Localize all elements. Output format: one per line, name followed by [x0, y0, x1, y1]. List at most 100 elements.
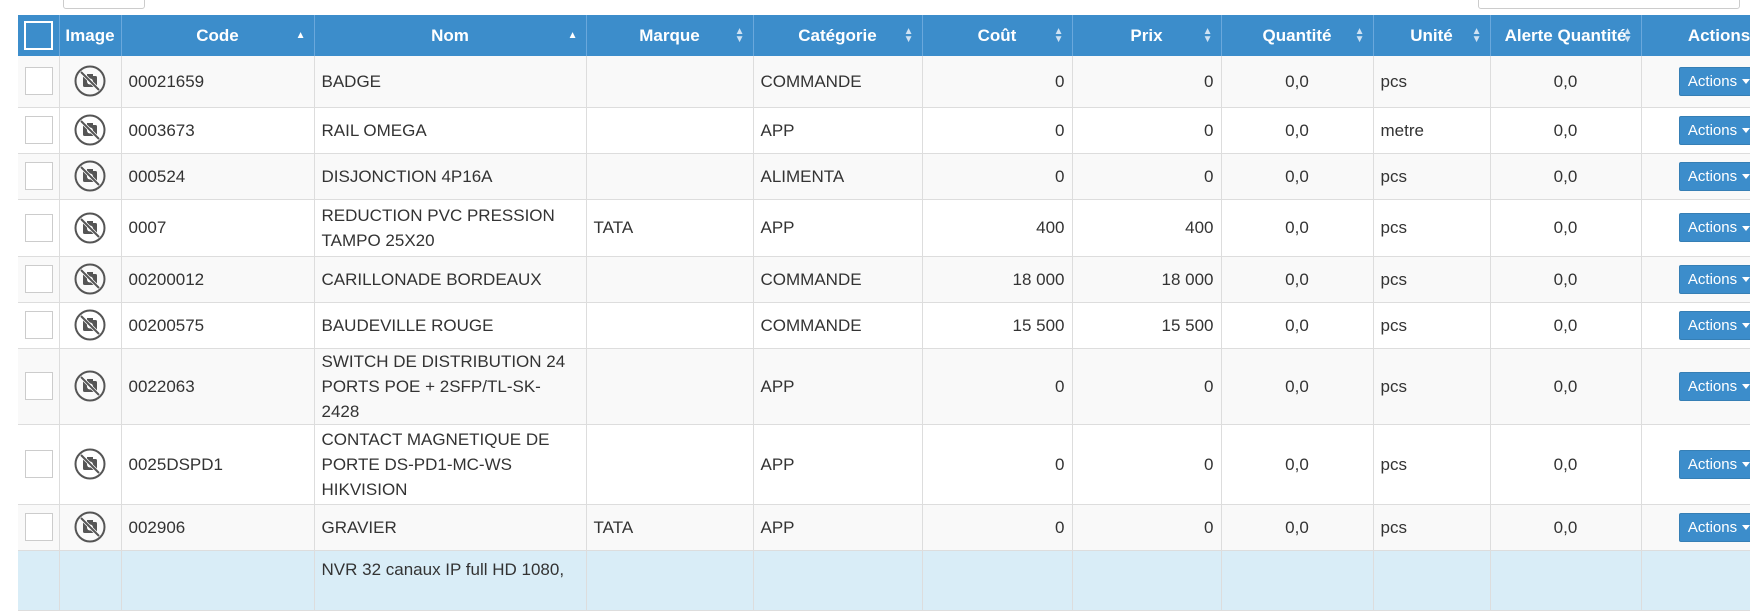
select-all-checkbox[interactable]: [23, 21, 53, 50]
no-camera-icon: [74, 65, 106, 97]
row-select-cell: [18, 424, 60, 505]
marque-cell: [586, 348, 754, 425]
code-cell: 000524: [121, 153, 315, 200]
table-header-row: Image Code ▲ Nom ▲ Marque ▲ ▼ Catégorie ▲ ▼ Co…: [18, 15, 1750, 56]
column-header[interactable]: Unité ▲ ▼: [1373, 15, 1491, 56]
actions-dropdown-button[interactable]: Actions: [1678, 310, 1750, 340]
actions-dropdown-button[interactable]: Actions: [1678, 161, 1750, 191]
column-header: Image: [59, 15, 122, 56]
row-checkbox[interactable]: [25, 311, 53, 339]
actions-dropdown-button[interactable]: Actions: [1678, 115, 1750, 145]
row-checkbox[interactable]: [25, 265, 53, 293]
row-checkbox[interactable]: [25, 162, 53, 190]
table-row[interactable]: 00200012 CARILLONADE BORDEAUX COMMANDE 18 0…: [18, 256, 1750, 303]
actions-button-label: Actions: [1687, 316, 1738, 334]
nom-cell: NVR 32 canaux IP full HD 1080,: [314, 550, 587, 611]
caret-down-icon: [1742, 79, 1750, 85]
actions-dropdown-button[interactable]: Actions: [1678, 512, 1750, 542]
categorie-cell: APP: [753, 199, 923, 257]
marque-cell: [586, 153, 754, 200]
nom-cell: DISJONCTION 4P16A: [314, 153, 587, 200]
table-row[interactable]: 002906 GRAVIER TATA APP 0 0 0,0 pcs 0,0 Actions: [18, 504, 1750, 551]
image-cell: [59, 107, 122, 154]
prix-cell: 0: [1072, 504, 1222, 551]
table-row[interactable]: 0025DSPD1 CONTACT MAGNETIQUE DE PORTE DS-…: [18, 424, 1750, 505]
actions-cell: Actions: [1641, 424, 1750, 505]
column-header[interactable]: Quantité ▲ ▼: [1221, 15, 1374, 56]
row-checkbox[interactable]: [25, 513, 53, 541]
column-header[interactable]: Prix ▲ ▼: [1072, 15, 1222, 56]
column-header[interactable]: Nom ▲: [314, 15, 587, 56]
table-row[interactable]: 00200575 BAUDEVILLE ROUGE COMMANDE 15 500 15…: [18, 302, 1750, 349]
marque-cell: [586, 424, 754, 505]
table-row[interactable]: 0003673 RAIL OMEGA APP 0 0 0,0 metre 0,0 Actions: [18, 107, 1750, 154]
image-cell: [59, 348, 122, 425]
actions-dropdown-button[interactable]: Actions: [1678, 449, 1750, 479]
actions-button-label: Actions: [1687, 455, 1738, 473]
image-cell: [59, 550, 122, 611]
code-cell: 002906: [121, 504, 315, 551]
table-row[interactable]: 00021659 BADGE COMMANDE 0 0 0,0 pcs 0,0 Actions: [18, 56, 1750, 108]
row-checkbox[interactable]: [25, 116, 53, 144]
actions-button-label: Actions: [1687, 121, 1738, 139]
sort-both-icon: ▲ ▼: [1622, 25, 1633, 45]
column-header[interactable]: Marque ▲ ▼: [586, 15, 754, 56]
prix-cell: 0: [1072, 153, 1222, 200]
row-checkbox[interactable]: [25, 67, 53, 96]
row-select-cell: [18, 348, 60, 425]
alerte-cell: 0,0: [1490, 107, 1642, 154]
column-header[interactable]: Coût ▲ ▼: [922, 15, 1073, 56]
actions-dropdown-button[interactable]: Actions: [1678, 264, 1750, 294]
cout-cell: 0: [922, 153, 1073, 200]
alerte-cell: 0,0: [1490, 302, 1642, 349]
code-cell: 00200012: [121, 256, 315, 303]
marque-cell: [586, 256, 754, 303]
column-header[interactable]: Alerte Quantité ▲ ▼: [1490, 15, 1642, 56]
table-row[interactable]: 0022063 SWITCH DE DISTRIBUTION 24 PORTS P…: [18, 348, 1750, 425]
marque-cell: TATA: [586, 199, 754, 257]
table-row[interactable]: 0007 REDUCTION PVC PRESSION TAMPO 25X20 TA…: [18, 199, 1750, 257]
actions-cell: Actions: [1641, 107, 1750, 154]
prix-cell: 0: [1072, 348, 1222, 425]
column-header-label: Quantité: [1262, 25, 1332, 45]
quantite-cell: 0,0: [1221, 256, 1374, 303]
unite-cell: pcs: [1373, 424, 1491, 505]
actions-dropdown-button[interactable]: Actions: [1678, 213, 1750, 242]
unite-cell: pcs: [1373, 348, 1491, 425]
nom-cell: BADGE: [314, 56, 587, 108]
categorie-cell: COMMANDE: [753, 256, 923, 303]
column-header[interactable]: Catégorie ▲ ▼: [753, 15, 923, 56]
page-length-select[interactable]: [63, 0, 145, 9]
row-select-cell: [18, 550, 60, 611]
quantite-cell: 0,0: [1221, 424, 1374, 505]
caret-down-icon: [1742, 462, 1750, 468]
cout-cell: 0: [922, 504, 1073, 551]
row-checkbox[interactable]: [25, 450, 53, 478]
no-camera-icon: [74, 448, 106, 480]
no-camera-icon: [74, 263, 106, 295]
categorie-cell: [753, 550, 923, 611]
column-header[interactable]: Code ▲: [121, 15, 315, 56]
no-camera-icon: [74, 370, 106, 402]
actions-dropdown-button[interactable]: Actions: [1678, 66, 1750, 96]
prix-cell: 15 500: [1072, 302, 1222, 349]
caret-down-icon: [1742, 225, 1750, 231]
row-checkbox[interactable]: [25, 213, 53, 242]
no-camera-icon: [74, 511, 106, 543]
code-cell: 0003673: [121, 107, 315, 154]
quantite-cell: 0,0: [1221, 504, 1374, 551]
search-input[interactable]: [1478, 0, 1740, 9]
row-checkbox[interactable]: [25, 372, 53, 400]
quantite-cell: 0,0: [1221, 56, 1374, 108]
actions-cell: Actions: [1641, 56, 1750, 108]
cout-cell: 400: [922, 199, 1073, 257]
column-header-label: Nom: [431, 25, 469, 45]
products-table: Image Code ▲ Nom ▲ Marque ▲ ▼ Catégorie ▲ ▼ Co…: [18, 15, 1750, 611]
actions-dropdown-button[interactable]: Actions: [1678, 371, 1750, 401]
table-row[interactable]: NVR 32 canaux IP full HD 1080,: [18, 550, 1750, 611]
caret-down-icon: [1742, 128, 1750, 134]
select-all-header[interactable]: [18, 15, 60, 56]
column-header-label: Actions: [1687, 25, 1750, 45]
table-row[interactable]: 000524 DISJONCTION 4P16A ALIMENTA 0 0 0,0 pcs 0…: [18, 153, 1750, 200]
image-cell: [59, 199, 122, 257]
